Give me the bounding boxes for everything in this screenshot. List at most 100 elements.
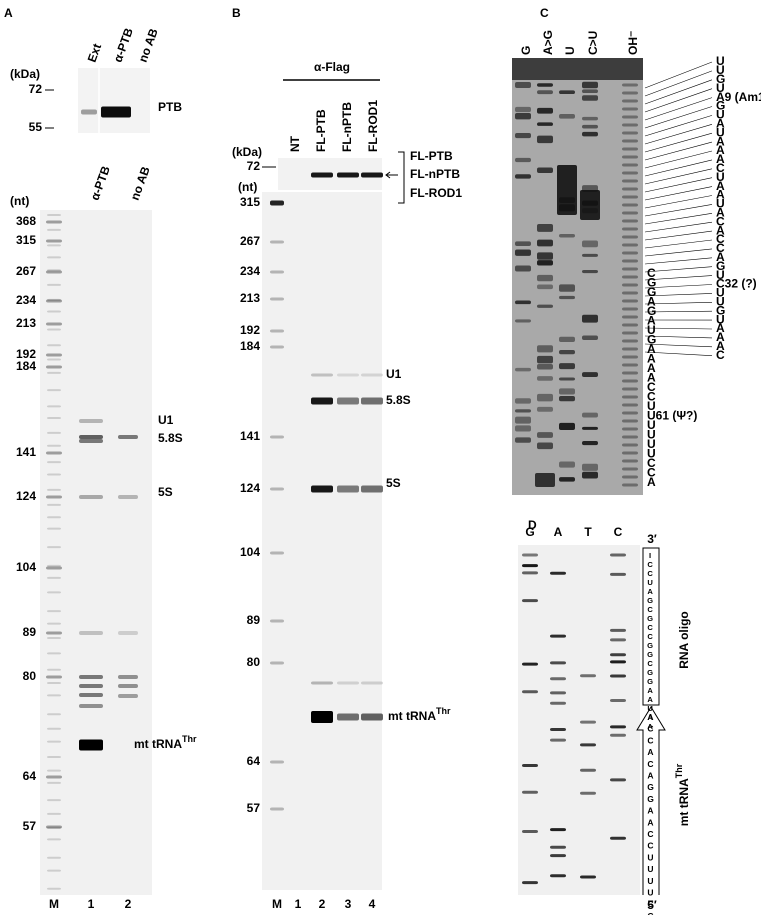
trna-sequence: ACCACAGGAACCUUUUCC — [645, 712, 656, 915]
band — [47, 826, 61, 829]
band — [550, 845, 566, 849]
band — [47, 283, 61, 286]
band — [270, 661, 284, 665]
band — [79, 675, 103, 679]
sequence-letter: A9 (Am1?) — [716, 90, 761, 104]
band — [537, 274, 553, 282]
connector — [644, 70, 713, 97]
band — [47, 668, 61, 671]
marker-label: 192 — [16, 347, 36, 361]
connector — [644, 186, 713, 201]
band-label: 5.8S — [158, 431, 183, 445]
band — [47, 694, 61, 697]
band — [361, 681, 383, 685]
band — [47, 405, 61, 408]
connector — [644, 293, 713, 297]
band — [537, 304, 553, 308]
band — [622, 379, 638, 383]
sequence-letter: U — [716, 54, 725, 68]
band — [537, 345, 553, 353]
lane-label: no AB — [128, 164, 153, 202]
band — [557, 165, 577, 215]
band — [515, 81, 531, 89]
gel-top — [512, 58, 643, 80]
sequence-letter: A — [647, 342, 656, 356]
band — [622, 403, 638, 407]
band — [622, 267, 638, 271]
sequence-letter: A — [716, 179, 725, 193]
band — [610, 653, 626, 657]
marker-label: 124 — [16, 489, 36, 503]
marker-label: 64 — [247, 754, 261, 768]
marker-label: 104 — [240, 545, 260, 559]
band — [46, 220, 62, 224]
band — [622, 443, 638, 447]
band — [47, 838, 61, 841]
band — [118, 631, 138, 635]
band — [47, 444, 61, 447]
marker-label: 89 — [23, 625, 37, 639]
marker-label: 315 — [16, 233, 36, 247]
band — [580, 875, 596, 879]
marker-label: 267 — [16, 264, 36, 278]
band — [537, 239, 553, 247]
band — [47, 681, 61, 684]
band — [46, 451, 62, 455]
band — [47, 298, 61, 301]
band — [337, 713, 359, 721]
sequence-letter: A — [716, 143, 725, 157]
band — [515, 106, 531, 113]
band — [582, 314, 598, 323]
band — [622, 227, 638, 231]
band — [47, 344, 61, 347]
label-text: mt tRNA — [677, 778, 691, 826]
band — [47, 473, 61, 476]
band — [311, 681, 333, 685]
band — [270, 329, 284, 333]
connector — [644, 213, 713, 225]
label-sup: Thr — [182, 734, 197, 744]
band — [47, 431, 61, 434]
band — [522, 553, 538, 557]
sequence-letter: U — [647, 399, 656, 413]
marker-label: 184 — [16, 359, 36, 373]
lane-number: 4 — [369, 897, 376, 911]
connector — [644, 284, 713, 289]
band — [537, 364, 553, 370]
sequence-letter: C — [716, 241, 725, 255]
band — [582, 131, 598, 137]
band — [46, 775, 62, 779]
connector — [644, 275, 713, 281]
band — [537, 406, 553, 412]
marker-label: 80 — [247, 655, 261, 669]
band — [622, 83, 638, 87]
band — [270, 435, 284, 439]
band — [622, 307, 638, 311]
label-text: mt tRNA — [134, 737, 182, 751]
sequence-letter: U — [716, 197, 725, 211]
connector — [644, 97, 713, 121]
band — [515, 409, 531, 413]
band — [622, 171, 638, 175]
lane-label: A — [554, 525, 563, 539]
sequence-letter: C — [647, 466, 656, 480]
band — [522, 690, 538, 694]
sequence-letter: U — [716, 268, 725, 282]
marker-label: 267 — [240, 234, 260, 248]
connector — [644, 88, 713, 113]
band — [622, 419, 638, 423]
band — [559, 234, 575, 238]
marker-label: 141 — [240, 429, 260, 443]
band — [270, 345, 284, 349]
sequence-letter: G — [647, 304, 656, 318]
band — [550, 728, 566, 732]
lane-label: G — [525, 525, 534, 539]
band — [622, 371, 638, 375]
band — [622, 235, 638, 239]
band — [622, 275, 638, 279]
band-label: U1 — [386, 367, 402, 381]
band — [537, 393, 553, 402]
band — [537, 260, 553, 266]
band — [270, 240, 284, 244]
band — [47, 622, 61, 625]
